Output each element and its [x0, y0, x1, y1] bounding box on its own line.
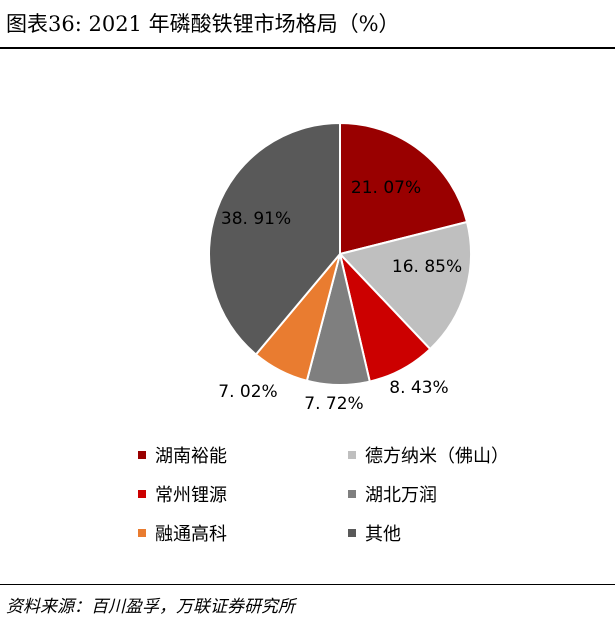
slice-labels: 21. 07% 16. 85% 8. 43% 7. 72% 7. 02% 38. 91% — [218, 178, 462, 414]
legend-swatch — [348, 490, 356, 498]
legend-label: 融通高科 — [155, 524, 227, 545]
chart-title: 图表36: 2021 年磷酸铁锂市场格局（%） — [6, 12, 400, 36]
pie-slice — [208, 121, 341, 356]
legend-label: 湖南裕能 — [155, 446, 227, 467]
legend-label: 湖北万润 — [365, 485, 437, 506]
slice-data-label: 7. 02% — [218, 382, 277, 402]
pie-slice — [338, 220, 472, 351]
legend-item: 其他 — [348, 520, 401, 546]
legend-swatch — [138, 490, 146, 498]
legend-swatch — [138, 529, 146, 537]
legend-label: 德方纳米（佛山） — [365, 446, 509, 467]
legend-label: 常州锂源 — [155, 485, 227, 506]
legend-swatch — [348, 529, 356, 537]
title-divider — [0, 47, 615, 49]
source-note: 资料来源：百川盈孚，万联证券研究所 — [6, 597, 295, 617]
legend-item: 湖南裕能 — [138, 442, 227, 468]
legend-swatch — [348, 451, 356, 459]
legend-item: 德方纳米（佛山） — [348, 442, 509, 468]
pie-slices — [208, 121, 472, 386]
slice-data-label: 21. 07% — [351, 178, 421, 198]
slice-data-label: 7. 72% — [304, 394, 363, 414]
legend-item: 常州锂源 — [138, 481, 227, 507]
pie-slice — [339, 121, 469, 256]
legend-item: 湖北万润 — [348, 481, 437, 507]
legend-item: 融通高科 — [138, 520, 227, 546]
slice-data-label: 38. 91% — [221, 209, 291, 229]
legend-swatch — [138, 451, 146, 459]
slice-data-label: 16. 85% — [392, 257, 462, 277]
pie-chart: 21. 07% 16. 85% 8. 43% 7. 72% 7. 02% 38. 91% — [208, 121, 472, 414]
legend-label: 其他 — [365, 524, 401, 545]
slice-data-label: 8. 43% — [389, 378, 448, 398]
footer-divider — [0, 584, 615, 585]
